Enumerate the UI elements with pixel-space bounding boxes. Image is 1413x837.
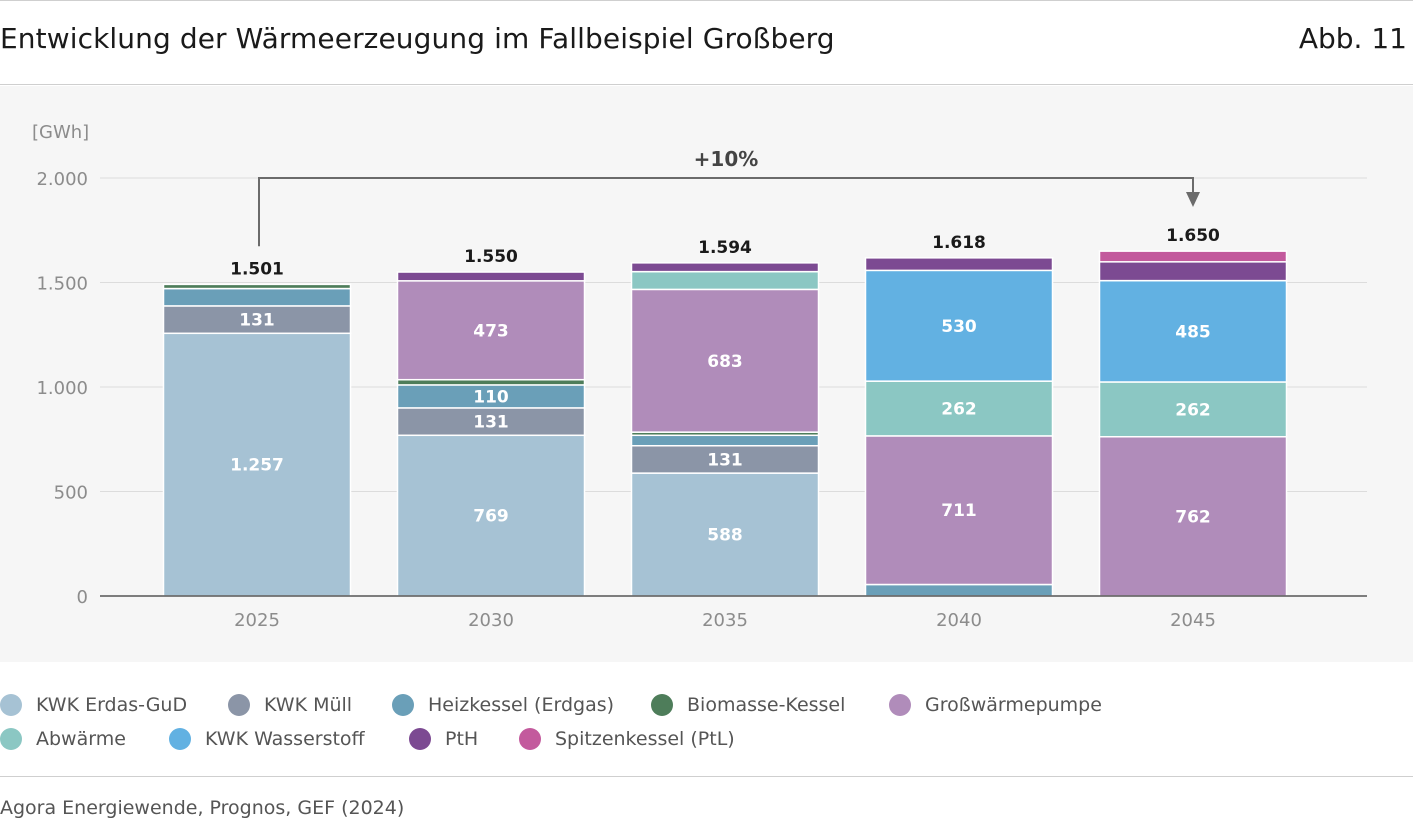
segment-value-label: 1.257: [230, 456, 284, 476]
bar-segment: [396, 280, 586, 381]
segment-value-label: 131: [707, 450, 743, 470]
legend-swatch: [519, 728, 541, 750]
bar-segment: [396, 407, 586, 437]
arrowhead-icon: [1186, 192, 1200, 207]
legend-item-kwk-wasserstoff: KWK Wasserstoff: [169, 728, 365, 750]
x-tick-label: 2035: [702, 610, 748, 631]
legend-label: KWK Müll: [264, 694, 353, 716]
bar-segment: [630, 262, 820, 273]
x-tick-label: 2045: [1170, 610, 1216, 631]
legend-swatch: [228, 694, 250, 716]
growth-bracket: [258, 177, 1194, 247]
bar-segment: [630, 472, 820, 597]
legend-label: Heizkessel (Erdgas): [428, 694, 615, 716]
bar-segment: [1098, 261, 1288, 282]
bar-segment: [162, 283, 352, 290]
legend-swatch: [0, 694, 22, 716]
bar-segment: [396, 378, 586, 386]
legend-swatch: [0, 728, 22, 750]
bar-segment: [630, 434, 820, 447]
total-value-label: 1.594: [698, 238, 752, 258]
legend-swatch: [651, 694, 673, 716]
legend-label: Biomasse-Kessel: [687, 694, 846, 716]
segment-value-label: 588: [707, 526, 743, 546]
bar-segment: [864, 380, 1054, 437]
bar-segment: [864, 435, 1054, 586]
legend-swatch: [169, 728, 191, 750]
legend-item-spitzenkessel-ptl: Spitzenkessel (PtL): [519, 728, 735, 750]
total-value-label: 1.650: [1166, 226, 1220, 246]
legend-swatch: [392, 694, 414, 716]
legend-item-biomasse-kessel: Biomasse-Kessel: [651, 694, 845, 716]
segment-value-label: 262: [941, 400, 977, 420]
y-tick-label: 2.000: [36, 169, 88, 190]
y-axis-unit-label: [GWh]: [32, 122, 89, 143]
legend-label: KWK Erdas-GuD: [36, 694, 188, 716]
segment-value-label: 683: [707, 352, 743, 372]
bar-segment: [162, 305, 352, 335]
top-rule: [0, 0, 1413, 1]
footer-rule: [0, 776, 1413, 777]
y-tick-label: 1.000: [36, 378, 88, 399]
bar-segment: [1098, 381, 1288, 438]
bar-segment: [1098, 250, 1288, 263]
bar-segment: [630, 270, 820, 291]
growth-annotation-label: +10%: [694, 147, 759, 171]
segment-value-label: 131: [239, 311, 275, 331]
bar-segment: [630, 444, 820, 474]
legend-item-kwk-muell: KWK Müll: [228, 694, 352, 716]
bar-segment: [396, 271, 586, 282]
legend-item-kwk-erdas-gud: KWK Erdas-GuD: [0, 694, 187, 716]
bar-segment: [630, 288, 820, 433]
total-value-label: 1.618: [932, 233, 986, 253]
legend-item-grosswaermepumpe: Großwärmepumpe: [889, 694, 1102, 716]
stacked-bar-chart: [GWh] 0 500 1.000 1.500 2.000 1.257 131 1.501 202…: [32, 122, 1367, 631]
segment-value-label: 711: [941, 501, 977, 521]
total-value-label: 1.501: [230, 259, 284, 279]
segment-value-label: 530: [941, 317, 977, 337]
legend-swatch: [409, 728, 431, 750]
legend-label: PtH: [445, 728, 479, 750]
segment-value-label: 473: [473, 321, 509, 341]
bar-segment: [1098, 279, 1288, 383]
legend-label: Spitzenkessel (PtL): [555, 728, 735, 750]
plot-area: [GWh] 0 500 1.000 1.500 2.000 1.257 131 1.501 202…: [0, 86, 1413, 662]
page-title: Entwicklung der Wärmeerzeugung im Fallbe…: [0, 22, 835, 55]
segment-value-label: 131: [473, 413, 509, 433]
segment-value-label: 262: [1175, 400, 1211, 420]
segment-value-label: 762: [1175, 507, 1211, 527]
segment-value-label: 769: [473, 507, 509, 527]
total-value-label: 1.550: [464, 247, 518, 267]
y-tick-label: 1.500: [36, 274, 88, 295]
source-note: Agora Energiewende, Prognos, GEF (2024): [0, 797, 405, 819]
x-tick-label: 2040: [936, 610, 982, 631]
bar-segment: [162, 287, 352, 307]
bar-segment: [864, 257, 1054, 272]
legend-item-heizkessel-erdgas: Heizkessel (Erdgas): [392, 694, 614, 716]
x-tick-label: 2030: [468, 610, 514, 631]
bar-segment: [864, 583, 1054, 597]
segment-value-label: 485: [1175, 322, 1211, 342]
figure-label: Abb. 11: [1298, 22, 1407, 55]
segment-value-label: 110: [473, 387, 509, 407]
legend-label: KWK Wasserstoff: [205, 728, 365, 750]
bar-segment: [396, 434, 586, 597]
legend-item-pth: PtH: [409, 728, 478, 750]
legend-item-abwaerme: Abwärme: [0, 728, 126, 750]
bar-segment: [162, 332, 352, 597]
y-tick-label: 500: [54, 483, 88, 504]
legend-label: Abwärme: [36, 728, 126, 750]
legend-label: Großwärmepumpe: [925, 694, 1102, 716]
bar-segment: [864, 269, 1054, 382]
y-tick-label: 0: [77, 587, 88, 608]
legend: KWK Erdas-GuD KWK Müll Heizkessel (Erdga…: [0, 690, 1413, 760]
x-tick-label: 2025: [234, 610, 280, 631]
header-rule: [0, 84, 1413, 85]
legend-swatch: [889, 694, 911, 716]
